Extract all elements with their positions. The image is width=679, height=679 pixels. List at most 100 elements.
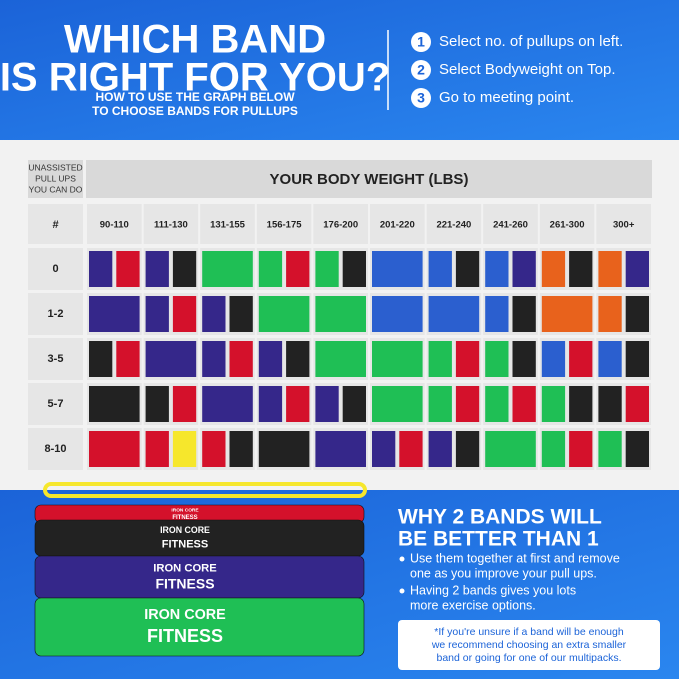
band-swatch — [541, 341, 566, 377]
band-swatch — [569, 251, 593, 287]
band-swatch — [399, 431, 423, 467]
band-swatch — [598, 386, 622, 422]
note-text: *If you're unsure if a band will be enou… — [434, 626, 624, 638]
band-swatch — [372, 341, 423, 377]
band-swatch — [89, 251, 113, 287]
bullet-text: more exercise options. — [410, 598, 536, 612]
band-swatch — [89, 341, 113, 377]
band-swatch — [598, 296, 622, 332]
column-label: 156-175 — [267, 220, 303, 231]
benefits-title: WHY 2 BANDS WILL — [398, 506, 602, 529]
band-swatch — [202, 296, 226, 332]
row-label-cell — [28, 428, 83, 470]
bullet — [399, 588, 405, 594]
band-brand: IRON CORE — [171, 508, 199, 514]
band-swatch — [202, 431, 226, 467]
band-swatch — [89, 296, 140, 332]
note-text: band or going for one of our multipacks. — [436, 652, 621, 664]
column-cell — [596, 204, 651, 244]
band-swatch — [229, 341, 253, 377]
bullet-text: Having 2 bands gives you lots — [410, 583, 576, 597]
column-label: 176-200 — [323, 220, 358, 231]
band-swatch — [172, 296, 197, 332]
band-swatch — [342, 251, 366, 287]
band-swatch — [428, 251, 452, 287]
band-swatch — [172, 251, 197, 287]
band-name: FITNESS — [162, 538, 208, 550]
subtitle: TO CHOOSE BANDS FOR PULLUPS — [92, 104, 298, 118]
corner-label: PULL UPS — [35, 173, 76, 183]
step-badge — [411, 88, 431, 108]
band-swatch — [145, 341, 197, 377]
band-swatch — [315, 296, 366, 332]
band-swatch — [89, 431, 140, 467]
bullet-text: one as you improve your pull ups. — [410, 566, 597, 580]
band-swatch — [455, 386, 480, 422]
band-swatch — [512, 251, 536, 287]
corner-label: UNASSISTED — [28, 162, 82, 172]
band-swatch — [512, 386, 536, 422]
column-cell — [256, 204, 312, 244]
band-swatch — [116, 251, 140, 287]
step-number: 2 — [417, 62, 425, 78]
band-swatch — [569, 341, 593, 377]
band-swatch — [428, 341, 452, 377]
band-swatch — [625, 341, 649, 377]
step-text: Select Bodyweight on Top. — [439, 61, 616, 78]
band-swatch — [428, 296, 480, 332]
band-swatch — [145, 386, 169, 422]
band-swatch — [229, 296, 253, 332]
band-swatch — [172, 431, 197, 467]
band-swatch — [145, 431, 169, 467]
band-brand: IRON CORE — [160, 525, 210, 535]
column-label: 90-110 — [100, 220, 129, 231]
step-number: 1 — [417, 34, 425, 50]
band-swatch — [202, 386, 253, 422]
row-label-cell — [28, 383, 83, 425]
band-swatch — [372, 431, 396, 467]
band-swatch — [145, 296, 169, 332]
band-swatch — [455, 341, 480, 377]
band-swatch — [541, 251, 566, 287]
band-swatch — [315, 431, 366, 467]
weight-heading: YOUR BODY WEIGHT (LBS) — [270, 171, 469, 188]
column-label: 131-155 — [210, 220, 246, 231]
band-swatch — [625, 251, 649, 287]
column-cell — [483, 204, 538, 244]
band-swatch — [342, 386, 366, 422]
band — [34, 597, 365, 657]
band-swatch — [286, 341, 310, 377]
column-label: 201-220 — [380, 220, 415, 231]
header-bg — [0, 0, 679, 140]
title: WHICH BAND — [64, 18, 326, 62]
column-cell — [539, 204, 595, 244]
band-swatch — [569, 431, 593, 467]
band-swatch — [372, 386, 423, 422]
step-text: Select no. of pullups on left. — [439, 33, 623, 50]
band-swatch — [202, 341, 226, 377]
column-cell — [143, 204, 199, 244]
band-swatch — [372, 251, 423, 287]
band-swatch — [258, 251, 283, 287]
band-swatch — [512, 296, 536, 332]
row-label-cell — [28, 248, 83, 290]
band-swatch — [372, 296, 423, 332]
band-swatch — [116, 341, 140, 377]
band-swatch — [145, 251, 169, 287]
band-swatch — [428, 386, 452, 422]
column-label: 111-130 — [154, 220, 188, 231]
band-brand: IRON CORE — [153, 563, 217, 575]
band-swatch — [485, 431, 536, 467]
band-swatch — [485, 386, 509, 422]
row-label: 5-7 — [48, 398, 64, 410]
column-cell — [200, 204, 255, 244]
band-name: FITNESS — [172, 515, 197, 521]
hash-cell — [28, 204, 83, 244]
band-swatch — [625, 296, 649, 332]
band-swatch — [229, 431, 253, 467]
band-swatch — [541, 296, 593, 332]
band-swatch — [258, 341, 283, 377]
row-label-cell — [28, 293, 83, 335]
weight-heading-cell — [86, 160, 652, 198]
